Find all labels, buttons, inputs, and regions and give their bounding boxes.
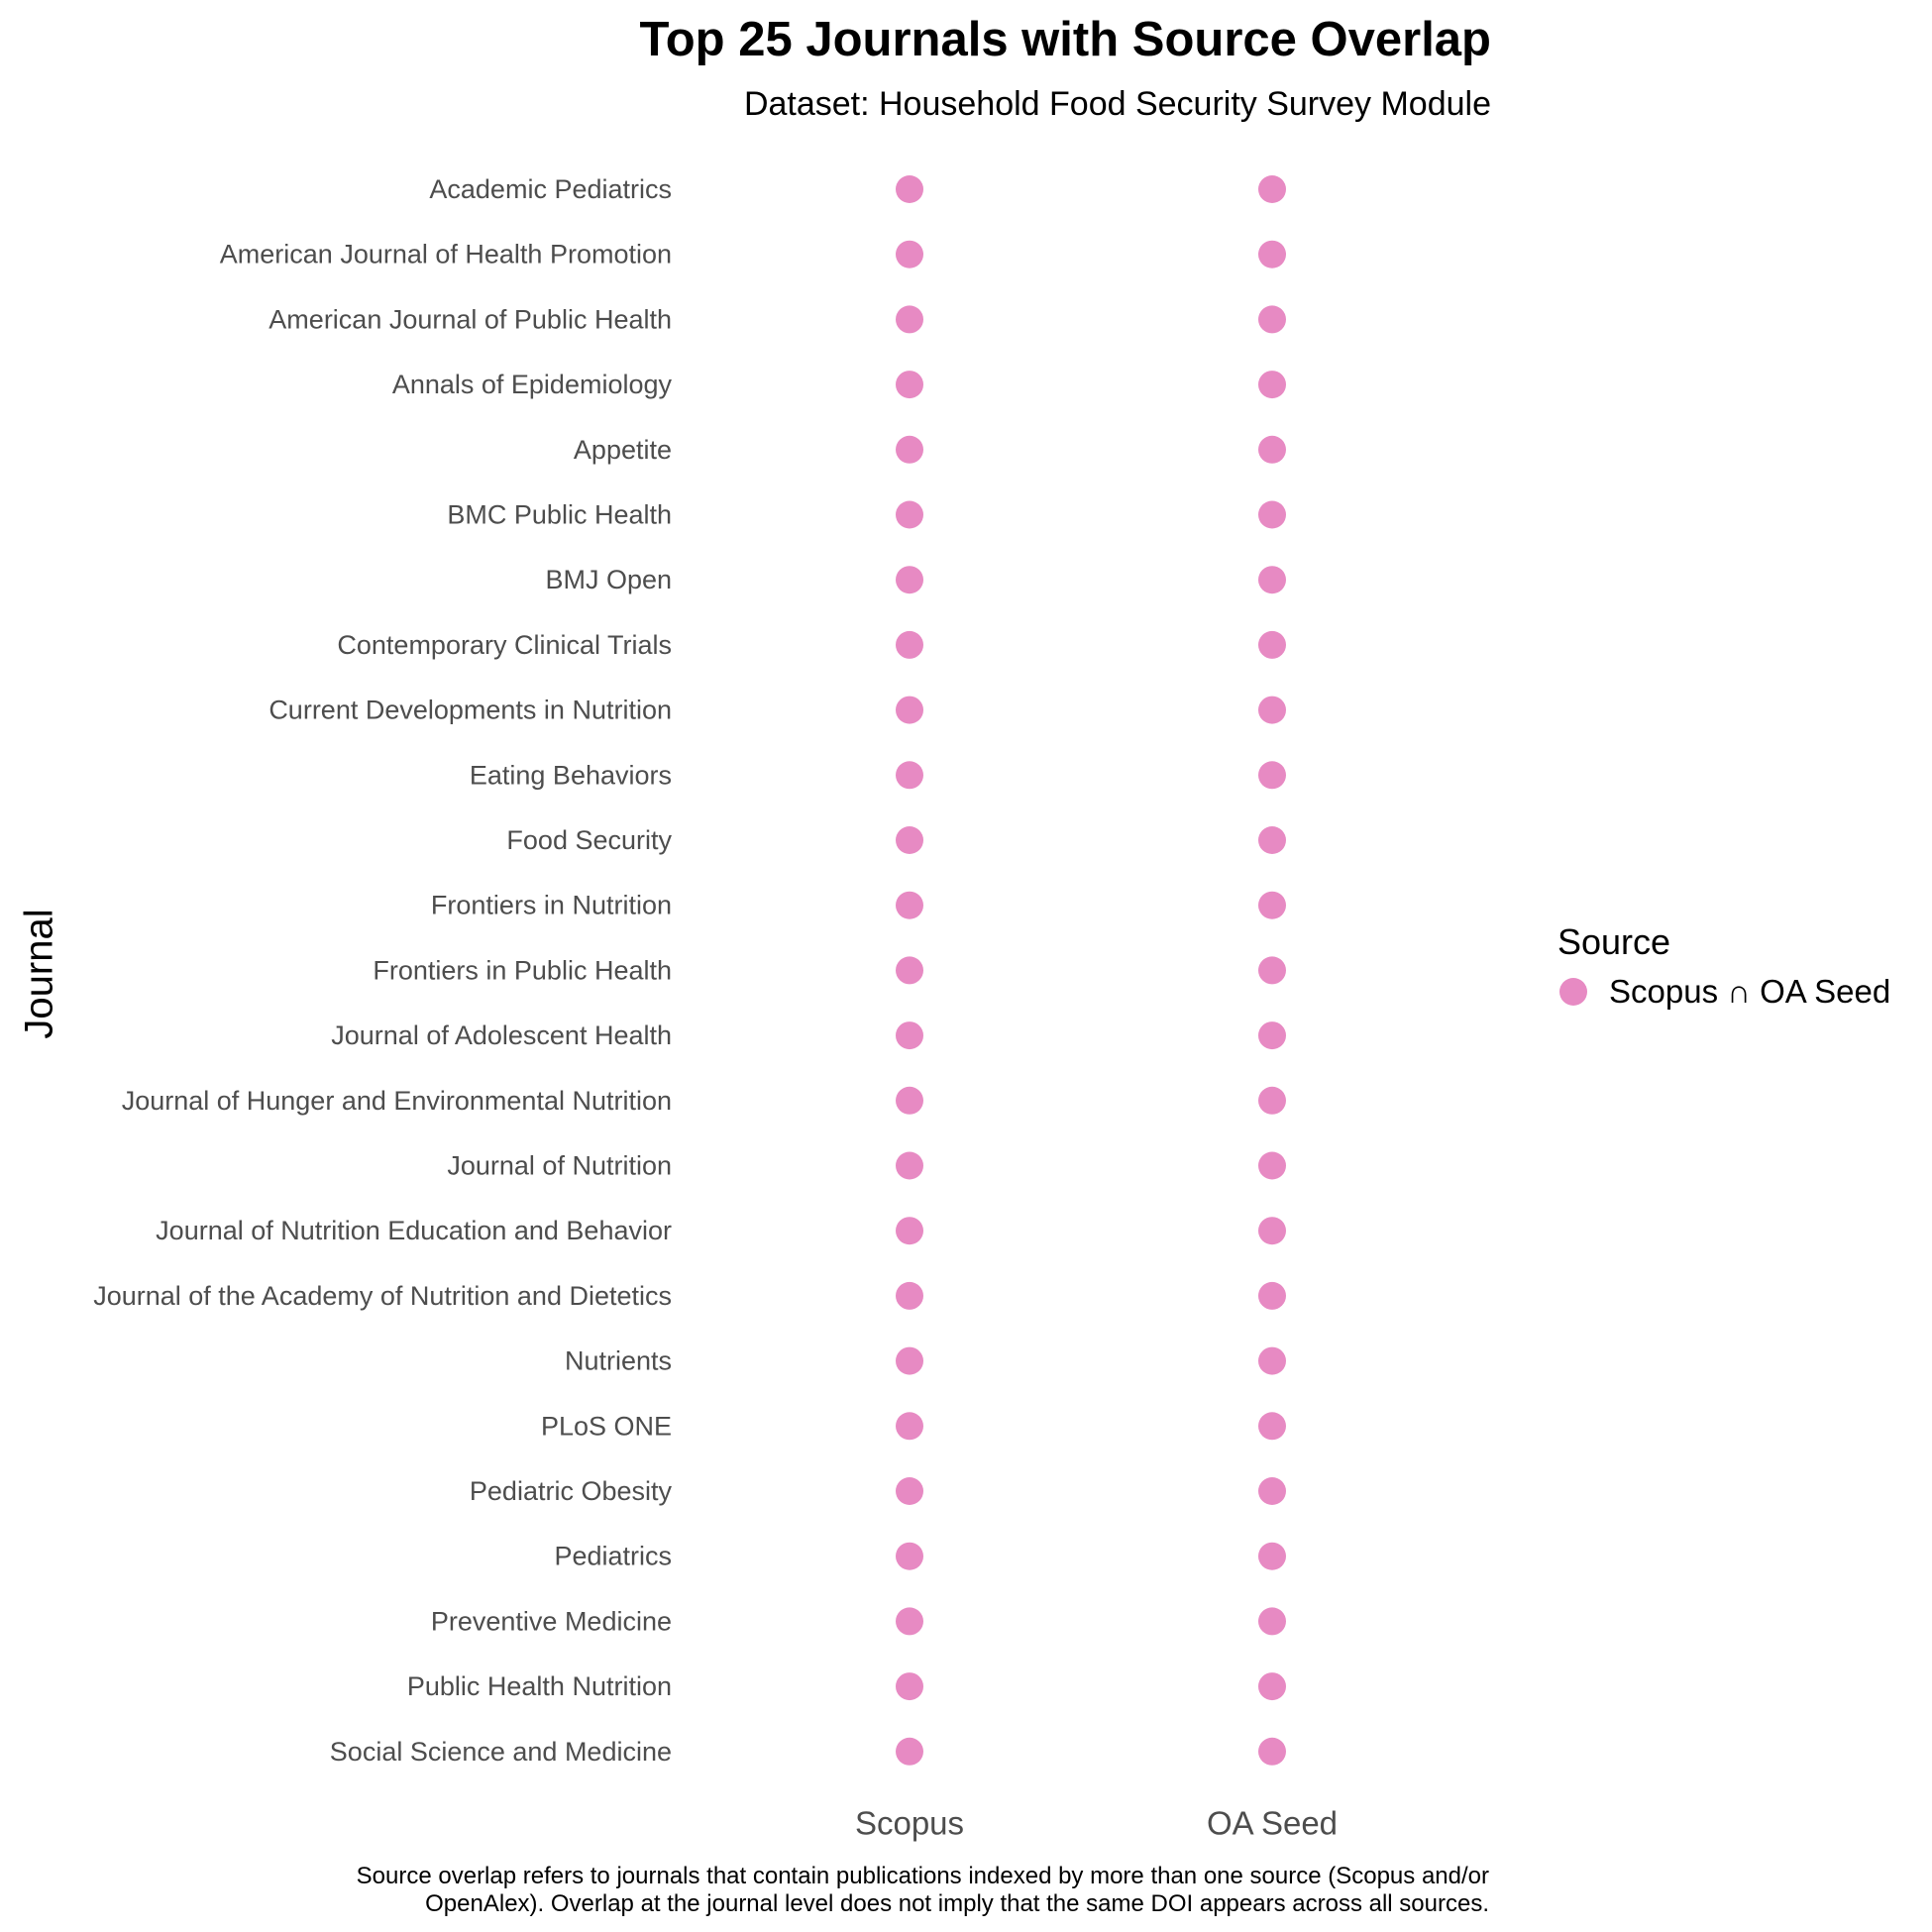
y-tick-label: Journal of the Academy of Nutrition and … <box>93 1281 672 1311</box>
data-point <box>1258 305 1286 334</box>
y-tick-label: Public Health Nutrition <box>407 1671 672 1701</box>
chart-title: Top 25 Journals with Source Overlap <box>639 13 1491 66</box>
y-tick-label: Nutrients <box>565 1346 672 1376</box>
data-point <box>896 566 923 594</box>
data-point <box>896 240 923 268</box>
data-point <box>1258 371 1286 399</box>
y-tick-label: Pediatrics <box>554 1542 672 1571</box>
data-point <box>896 1477 923 1505</box>
legend-item: Scopus ∩ OA Seed <box>1557 973 1890 1011</box>
y-tick-label: Journal of Nutrition <box>447 1151 672 1181</box>
data-point <box>1258 500 1286 529</box>
y-tick-label: Food Security <box>506 825 672 855</box>
y-tick-label: PLoS ONE <box>541 1411 672 1441</box>
data-point <box>896 1151 923 1180</box>
data-point <box>896 175 923 203</box>
data-point <box>1258 1412 1286 1441</box>
data-point <box>896 500 923 529</box>
y-tick-label: BMJ Open <box>545 565 672 594</box>
data-point <box>1258 1542 1286 1570</box>
data-point <box>896 630 923 659</box>
data-point <box>1258 1737 1286 1766</box>
y-tick-label: Academic Pediatrics <box>429 174 672 204</box>
data-point <box>1258 761 1286 790</box>
data-point <box>896 305 923 334</box>
y-tick-label: Preventive Medicine <box>431 1606 672 1636</box>
data-point <box>896 1412 923 1441</box>
data-point <box>896 1346 923 1375</box>
data-point <box>1258 1346 1286 1375</box>
legend-label: Scopus ∩ OA Seed <box>1609 973 1891 1010</box>
data-point <box>1258 630 1286 659</box>
data-point <box>1258 1086 1286 1115</box>
data-point <box>896 435 923 464</box>
data-point <box>896 696 923 724</box>
y-tick-label: BMC Public Health <box>447 500 672 530</box>
caption: Source overlap refers to journals that c… <box>357 1863 1489 1918</box>
data-point <box>896 891 923 919</box>
y-tick-label: Journal of Hunger and Environmental Nutr… <box>122 1086 672 1116</box>
data-point <box>1258 1151 1286 1180</box>
data-point <box>1258 240 1286 268</box>
data-point <box>1258 696 1286 724</box>
y-tick-label: Journal of Adolescent Health <box>331 1020 672 1050</box>
data-point <box>1258 175 1286 203</box>
legend-marker <box>1559 978 1587 1006</box>
data-point <box>1258 435 1286 464</box>
legend: Source Scopus ∩ OA Seed <box>1557 921 1890 1011</box>
y-tick-label: Frontiers in Public Health <box>373 955 672 985</box>
y-tick-label: Annals of Epidemiology <box>392 370 673 399</box>
data-point <box>1258 1217 1286 1245</box>
data-point <box>896 1737 923 1766</box>
data-point <box>896 371 923 399</box>
data-point <box>1258 826 1286 854</box>
data-point <box>1258 956 1286 985</box>
y-tick-label: American Journal of Health Promotion <box>220 240 672 269</box>
y-tick-label: American Journal of Public Health <box>268 304 672 334</box>
chart-subtitle: Dataset: Household Food Security Survey … <box>743 85 1491 123</box>
data-point <box>896 1281 923 1310</box>
data-point <box>1258 891 1286 919</box>
y-tick-label: Appetite <box>574 435 672 465</box>
y-tick-label: Eating Behaviors <box>470 760 672 790</box>
data-point <box>896 1542 923 1570</box>
x-tick-label: Scopus <box>855 1805 964 1842</box>
y-tick-label: Pediatric Obesity <box>470 1476 673 1506</box>
data-point <box>896 1217 923 1245</box>
data-point <box>1258 1672 1286 1701</box>
y-tick-label: Contemporary Clinical Trials <box>337 630 672 660</box>
data-point <box>1258 566 1286 594</box>
data-point <box>1258 1607 1286 1636</box>
caption-line-2: OpenAlex). Overlap at the journal level … <box>425 1890 1489 1917</box>
data-point <box>896 956 923 985</box>
x-tick-label: OA Seed <box>1207 1805 1338 1842</box>
data-point <box>896 826 923 854</box>
y-tick-label: Frontiers in Nutrition <box>431 891 672 920</box>
y-tick-label: Social Science and Medicine <box>330 1737 672 1767</box>
data-point <box>1258 1477 1286 1505</box>
data-point <box>1258 1021 1286 1050</box>
data-point <box>896 761 923 790</box>
y-tick-label: Journal of Nutrition Education and Behav… <box>156 1216 672 1245</box>
data-point <box>896 1672 923 1701</box>
data-point <box>896 1607 923 1636</box>
data-point <box>896 1021 923 1050</box>
legend-title: Source <box>1557 921 1671 962</box>
data-point <box>896 1086 923 1115</box>
y-axis-title: Journal <box>17 909 61 1039</box>
caption-line-1: Source overlap refers to journals that c… <box>356 1863 1489 1889</box>
data-point <box>1258 1281 1286 1310</box>
y-tick-label: Current Developments in Nutrition <box>268 696 672 725</box>
